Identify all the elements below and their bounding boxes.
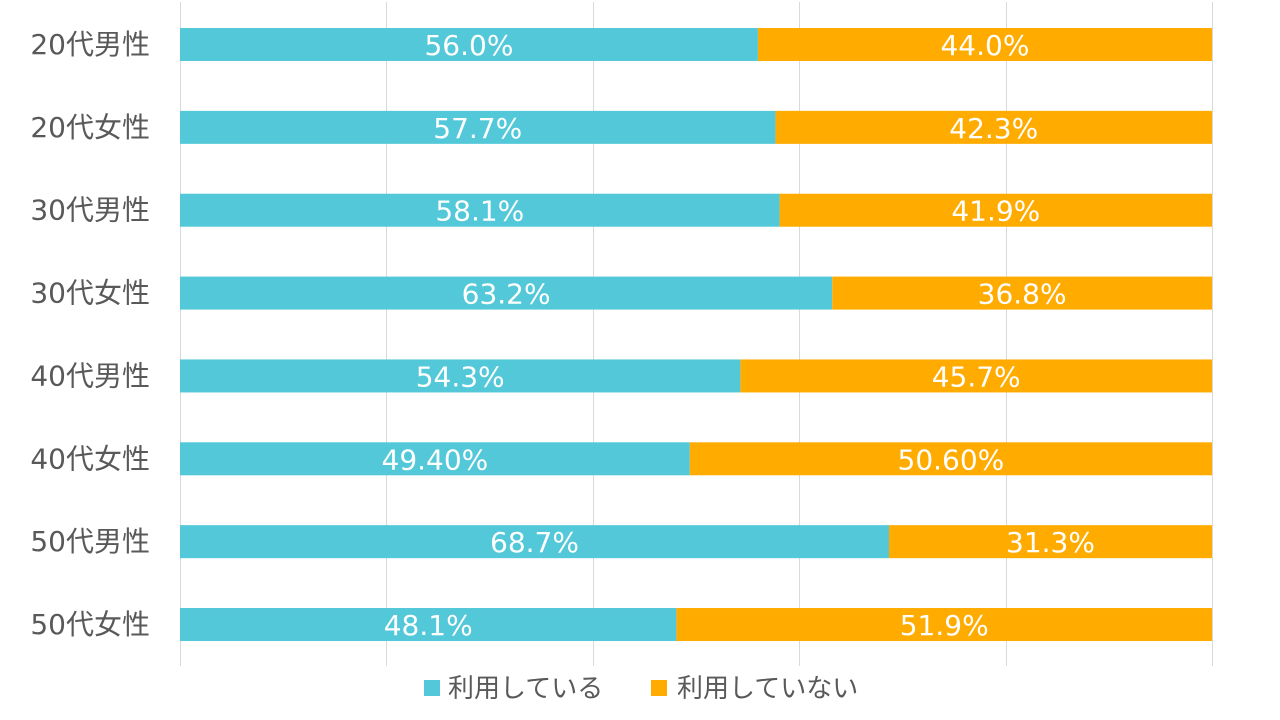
data-label: 51.9%: [900, 609, 989, 642]
bar-not-using: [775, 110, 1212, 144]
bar-using: [180, 110, 776, 144]
data-label: 50.60%: [898, 443, 1005, 476]
category-label: 30代男性: [30, 194, 150, 227]
legend: 利用している 利用していない: [424, 674, 858, 704]
bar-not-using: [676, 608, 1212, 642]
data-label: 41.9%: [951, 195, 1040, 228]
category-label: 20代女性: [30, 111, 150, 144]
data-label: 54.3%: [416, 360, 505, 393]
category-layer: 20代男性 20代女性 30代男性 30代女性 40代男性 40代女性 50代男性 50代女性: [30, 28, 150, 641]
data-label: 45.7%: [932, 360, 1021, 393]
bar-not-using: [757, 28, 1212, 61]
category-label: 40代女性: [30, 442, 150, 475]
label-layer: 56.0% 44.0% 57.7% 42.3% 58.1% 41.9% 63.2% 36.8%…: [382, 29, 1095, 642]
bar-using: [180, 442, 690, 476]
legend-swatch: [651, 680, 667, 696]
data-label: 68.7%: [490, 526, 579, 559]
bar-using: [180, 608, 677, 642]
data-label: 57.7%: [433, 112, 522, 145]
data-label: 44.0%: [940, 29, 1029, 62]
data-label: 49.40%: [382, 443, 489, 476]
bar-using: [180, 525, 889, 559]
data-label: 56.0%: [424, 29, 513, 62]
data-label: 36.8%: [978, 278, 1067, 311]
legend-label: 利用していない: [677, 674, 858, 704]
legend-label: 利用している: [448, 674, 603, 704]
data-label: 48.1%: [384, 609, 473, 642]
category-label: 50代女性: [30, 608, 150, 641]
bar-using: [180, 359, 741, 393]
bar-not-using: [740, 359, 1212, 393]
category-label: 40代男性: [30, 359, 150, 392]
data-label: 63.2%: [462, 278, 551, 311]
bar-not-using: [888, 525, 1212, 559]
category-label: 50代男性: [30, 525, 150, 558]
category-label: 20代男性: [30, 28, 150, 61]
data-label: 31.3%: [1006, 526, 1095, 559]
grid-layer: [180, 2, 1213, 666]
bar-using: [180, 28, 758, 61]
bar-using: [180, 193, 780, 227]
data-label: 42.3%: [949, 112, 1038, 145]
legend-swatch: [424, 680, 440, 696]
bar-not-using: [779, 193, 1212, 227]
category-label: 30代女性: [30, 277, 150, 310]
data-label: 58.1%: [435, 195, 524, 228]
bar-using: [180, 276, 833, 310]
bar-not-using: [689, 442, 1212, 476]
bar-layer: [180, 28, 1212, 642]
bar-not-using: [832, 276, 1212, 310]
